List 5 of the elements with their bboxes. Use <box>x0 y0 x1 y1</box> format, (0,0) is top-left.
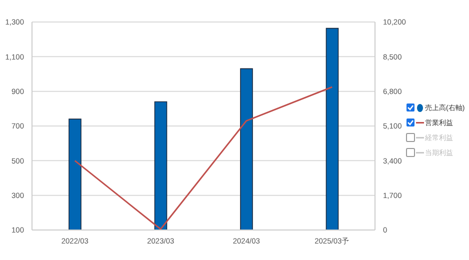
line-series <box>74 86 333 230</box>
bar <box>240 68 253 230</box>
bar <box>154 101 168 230</box>
bar <box>326 28 339 230</box>
bar <box>68 118 82 230</box>
